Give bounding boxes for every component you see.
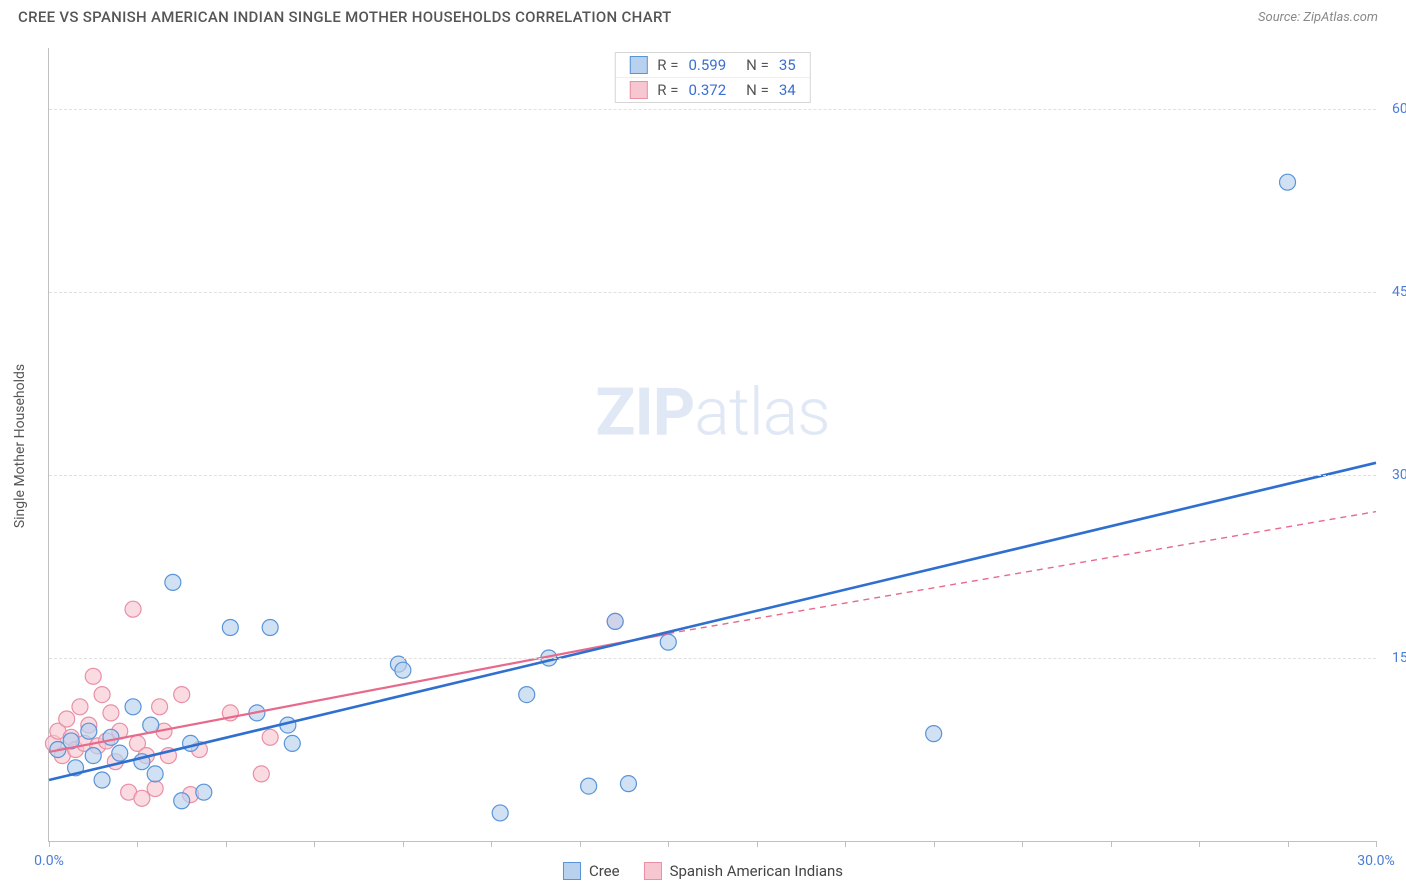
- gridline-h: [49, 475, 1376, 476]
- x-tick: [49, 841, 50, 847]
- x-tick: [226, 841, 227, 847]
- x-tick: [403, 841, 404, 847]
- x-tick: [314, 841, 315, 847]
- x-tick: [934, 841, 935, 847]
- gridline-h: [49, 658, 1376, 659]
- x-tick: [668, 841, 669, 847]
- stat-label: N =: [746, 56, 769, 74]
- x-tick: [580, 841, 581, 847]
- stats-legend-row: R = 0.599 N = 35: [615, 53, 809, 77]
- stat-value: 0.372: [688, 81, 726, 99]
- chart-area: ZIPatlas R =0.599 N =35R =0.372 N =34 15…: [48, 48, 1376, 842]
- chart-source: Source: ZipAtlas.com: [1258, 10, 1378, 25]
- x-tick-label: 30.0%: [1357, 853, 1395, 869]
- legend-swatch: [629, 81, 647, 99]
- x-tick-label: 0.0%: [34, 853, 64, 869]
- stats-legend-row: R = 0.372 N = 34: [615, 77, 809, 102]
- x-tick: [1022, 841, 1023, 847]
- x-tick: [1199, 841, 1200, 847]
- y-tick-label: 60.0%: [1380, 101, 1406, 117]
- stat-label: N =: [746, 81, 769, 99]
- x-tick: [845, 841, 846, 847]
- legend-label: Cree: [589, 862, 620, 880]
- bottom-legend: Cree Spanish American Indians: [563, 862, 843, 880]
- legend-swatch: [629, 56, 647, 74]
- stats-legend: R = 0.599 N = 35 R = 0.372 N = 34: [614, 52, 810, 103]
- x-tick: [1376, 841, 1377, 847]
- stat-label: R =: [657, 81, 678, 99]
- stat-value: 35: [779, 56, 796, 74]
- y-tick-label: 45.0%: [1380, 284, 1406, 300]
- stat-value: 34: [779, 81, 796, 99]
- x-tick: [137, 841, 138, 847]
- chart-title: CREE VS SPANISH AMERICAN INDIAN SINGLE M…: [18, 8, 672, 26]
- stat-label: R =: [657, 56, 678, 74]
- gridline-h: [49, 292, 1376, 293]
- legend-item: Spanish American Indians: [644, 862, 843, 880]
- legend-swatch: [563, 862, 581, 880]
- legend-swatch: [644, 862, 662, 880]
- stat-value: 0.599: [688, 56, 726, 74]
- x-tick: [1288, 841, 1289, 847]
- legend-label: Spanish American Indians: [670, 862, 843, 880]
- x-tick: [491, 841, 492, 847]
- y-tick-label: 15.0%: [1380, 650, 1406, 666]
- plot-svg: [49, 48, 1376, 841]
- x-tick: [757, 841, 758, 847]
- y-axis-label: Single Mother Households: [12, 364, 28, 528]
- x-tick: [1111, 841, 1112, 847]
- gridline-h: [49, 109, 1376, 110]
- legend-item: Cree: [563, 862, 620, 880]
- y-tick-label: 30.0%: [1380, 467, 1406, 483]
